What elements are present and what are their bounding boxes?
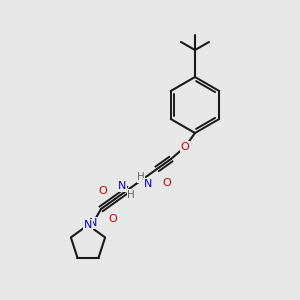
Text: O: O xyxy=(109,214,117,224)
Text: O: O xyxy=(163,178,171,188)
Text: N: N xyxy=(144,179,152,189)
Text: O: O xyxy=(99,186,107,196)
Text: N: N xyxy=(118,181,126,191)
Text: H: H xyxy=(127,190,135,200)
Text: N: N xyxy=(89,218,97,228)
Text: O: O xyxy=(181,142,189,152)
Text: N: N xyxy=(84,220,92,230)
Text: H: H xyxy=(137,172,145,182)
